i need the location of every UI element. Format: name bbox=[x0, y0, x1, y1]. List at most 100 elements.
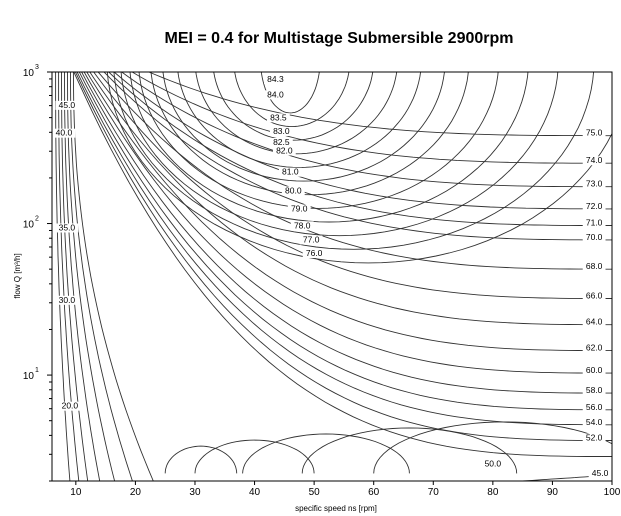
contour-right-6 bbox=[97, 72, 612, 270]
contour-label: 73.0 bbox=[586, 179, 603, 189]
contour-oval-3 bbox=[195, 72, 398, 155]
contour-label-bg bbox=[264, 74, 287, 84]
contour-left-0 bbox=[55, 72, 71, 481]
contour-bottom-4 bbox=[373, 421, 612, 474]
contour-label: 77.0 bbox=[303, 234, 320, 244]
contour-label-bg bbox=[55, 100, 79, 110]
x-axis-label: specific speed ns [rpm] bbox=[295, 504, 377, 513]
contour-right-15 bbox=[73, 72, 612, 457]
contour-left-4 bbox=[67, 72, 116, 481]
y-tick-label: 10 bbox=[23, 220, 35, 231]
contour-label-bg bbox=[582, 201, 606, 211]
contour-label: 74.0 bbox=[586, 155, 603, 165]
contour-label-bg bbox=[582, 402, 606, 412]
contour-label-bg bbox=[299, 235, 323, 245]
x-tick-label: 40 bbox=[249, 487, 261, 498]
contour-label-bg bbox=[582, 433, 606, 443]
contour-bottom-0 bbox=[164, 445, 238, 474]
contour-label-bg bbox=[281, 186, 305, 196]
contour-oval-4 bbox=[177, 72, 422, 168]
contour-right-10 bbox=[83, 72, 612, 374]
contour-oval-0 bbox=[260, 72, 320, 114]
contour-label-bg bbox=[264, 90, 287, 100]
contour-label-bg bbox=[58, 401, 82, 411]
contour-label: 56.0 bbox=[586, 402, 603, 412]
chart-title: MEI = 0.4 for Multistage Submersible 290… bbox=[165, 30, 514, 47]
contour-label-bg bbox=[582, 417, 606, 427]
contour-label: 52.0 bbox=[586, 433, 603, 443]
contour-right-8 bbox=[89, 72, 612, 326]
contour-label: 82.5 bbox=[273, 137, 290, 147]
contour-right-3 bbox=[113, 72, 612, 210]
contour-left-1 bbox=[58, 72, 80, 481]
contour-left-5 bbox=[70, 72, 133, 481]
contour-lines bbox=[55, 72, 612, 481]
contour-right-1 bbox=[131, 72, 612, 164]
contour-label: 78.0 bbox=[294, 220, 311, 230]
contour-bottom-1 bbox=[194, 439, 315, 474]
contour-label-bg bbox=[582, 179, 606, 189]
x-axis-ticks: 10 20 30 40 50 60 70 80 90 100 bbox=[70, 481, 621, 498]
contour-label: 45.0 bbox=[59, 100, 76, 110]
contour-label: 75.0 bbox=[586, 128, 603, 138]
x-tick-label: 20 bbox=[130, 487, 142, 498]
x-tick-label: 70 bbox=[428, 487, 440, 498]
contour-left-3 bbox=[64, 72, 101, 481]
y-tick-exponent: 3 bbox=[35, 64, 39, 71]
contour-right-13 bbox=[76, 72, 612, 426]
contour-label: 81.0 bbox=[282, 167, 299, 177]
contour-label: 72.0 bbox=[586, 201, 603, 211]
contour-right-9 bbox=[86, 72, 612, 352]
contour-label-bg bbox=[582, 291, 606, 301]
contour-label-bg bbox=[582, 343, 606, 353]
contour-label-bg bbox=[290, 221, 314, 231]
contour-label: 83.5 bbox=[270, 112, 287, 122]
contour-label-bg bbox=[582, 218, 606, 228]
y-tick-exponent: 2 bbox=[35, 216, 39, 223]
contour-label: 84.3 bbox=[267, 74, 284, 84]
contour-label: 62.0 bbox=[586, 343, 603, 353]
contour-label: 35.0 bbox=[59, 222, 76, 232]
contour-label: 20.0 bbox=[62, 401, 79, 411]
contour-label: 82.0 bbox=[276, 145, 293, 155]
plot-frame bbox=[51, 71, 613, 482]
contour-label-bg bbox=[582, 128, 606, 138]
contour-label: 79.0 bbox=[291, 204, 308, 214]
contour-label-bg bbox=[588, 469, 612, 479]
contour-right-2 bbox=[120, 72, 612, 188]
contour-right-4 bbox=[108, 72, 612, 226]
y-tick-exponent: 1 bbox=[35, 367, 39, 374]
contour-right-14 bbox=[74, 72, 612, 441]
contour-label-bg bbox=[55, 295, 79, 305]
contour-label-bg bbox=[278, 167, 302, 177]
contour-oval-1 bbox=[234, 72, 350, 128]
contour-label-bg bbox=[302, 249, 326, 259]
x-tick-label: 80 bbox=[487, 487, 499, 498]
contour-left-2 bbox=[61, 72, 89, 481]
contour-label: 64.0 bbox=[586, 317, 603, 327]
contour-label-bg bbox=[55, 223, 79, 233]
x-tick-label: 60 bbox=[368, 487, 380, 498]
contour-right-7 bbox=[93, 72, 612, 299]
contour-oval-11 bbox=[106, 72, 612, 264]
contour-oval-2 bbox=[213, 72, 374, 141]
contour-label: 45.0 bbox=[592, 468, 609, 478]
contour-label-bg bbox=[481, 459, 505, 469]
contour-oval-9 bbox=[120, 72, 559, 237]
contour-label: 30.0 bbox=[59, 295, 76, 305]
contour-label-bg bbox=[582, 156, 606, 166]
x-tick-label: 50 bbox=[309, 487, 321, 498]
contour-right-0 bbox=[147, 72, 612, 137]
contour-label: 68.0 bbox=[586, 261, 603, 271]
contour-label-bg bbox=[266, 113, 290, 123]
y-tick-label: 10 bbox=[23, 68, 35, 79]
contour-right-12 bbox=[78, 72, 612, 411]
contour-oval-6 bbox=[150, 72, 469, 196]
contour-oval-8 bbox=[129, 72, 529, 223]
contour-label: 76.0 bbox=[306, 248, 323, 258]
contour-left-6 bbox=[72, 72, 154, 481]
contour-label: 40.0 bbox=[56, 128, 73, 138]
x-tick-label: 10 bbox=[70, 487, 82, 498]
